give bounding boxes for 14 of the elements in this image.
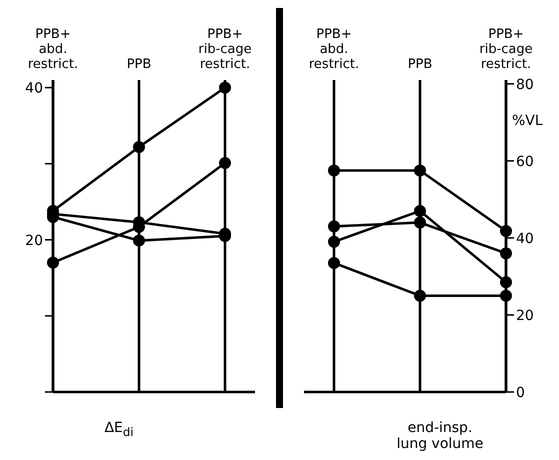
x-tick-label: PPB — [408, 57, 432, 72]
y2-axis-title: %VL — [512, 113, 543, 129]
y2-tick-label: 0 — [516, 384, 525, 401]
x-tick-label: PPB — [126, 57, 152, 72]
y2-tick-label: 40 — [516, 230, 534, 247]
x-tick-label: PPB+ rib-cage restrict. — [198, 27, 252, 72]
x-tick-label: PPB+ rib-cage restrict. — [479, 27, 533, 72]
x-axis-title: end-insp. lung volume — [396, 420, 484, 452]
x-tick-label: PPB+ abd. restrict. — [28, 27, 78, 72]
x-axis-title: ΔE$_{di}$ — [103, 420, 135, 439]
y2-tick-label: 80 — [516, 76, 534, 93]
y2-tick-label: 20 — [516, 308, 534, 324]
x-tick-label: PPB+ abd. restrict. — [308, 27, 360, 72]
y2-tick-label: 60 — [516, 154, 534, 170]
